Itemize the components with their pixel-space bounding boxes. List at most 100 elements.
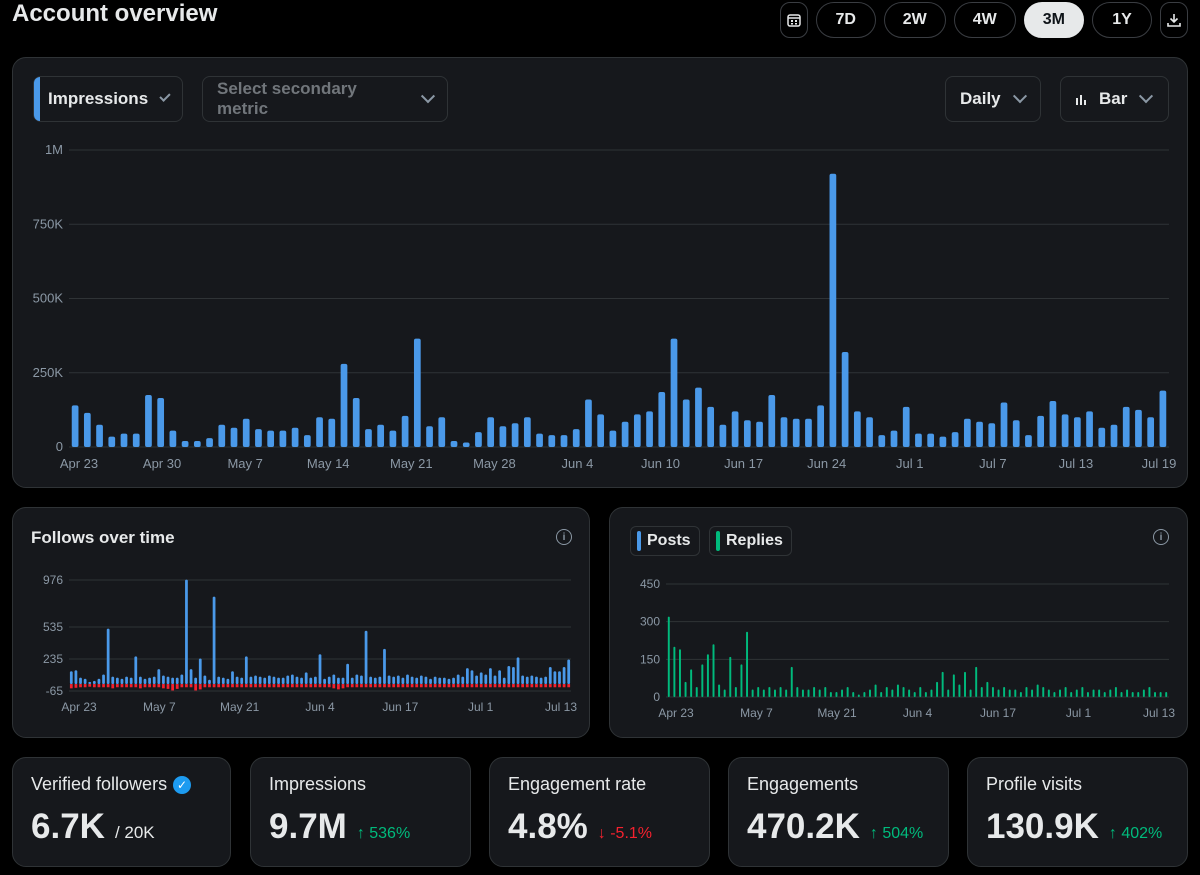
- stat-card-verified-followers[interactable]: Verified followers ✓ 6.7K / 20K: [12, 757, 231, 867]
- range-selector: 7D 2W 4W 3M 1Y: [779, 2, 1188, 38]
- primary-metric-dropdown[interactable]: Impressions: [33, 76, 183, 122]
- negative-bar: [350, 684, 354, 688]
- bar: [780, 417, 788, 447]
- stat-card-impressions[interactable]: Impressions 9.7M ↑ 536%: [250, 757, 471, 867]
- x-tick-label: Jul 1: [896, 456, 923, 471]
- stat-card-engagement-rate[interactable]: Engagement rate 4.8% ↓ -5.1%: [489, 757, 710, 867]
- download-button[interactable]: [1160, 2, 1188, 38]
- y-tick-label: -65: [46, 684, 64, 698]
- y-tick-label: 250K: [33, 365, 64, 380]
- bar: [392, 676, 396, 685]
- stat-label: Verified followers ✓: [31, 774, 212, 795]
- bar: [442, 677, 446, 685]
- bar: [475, 432, 482, 447]
- bar: [290, 674, 294, 685]
- bar: [947, 689, 950, 697]
- secondary-metric-dropdown[interactable]: Select secondary metric: [202, 76, 448, 122]
- follows-chart-panel: Follows over time i -65 235 535 976 Apr 23 Ma…: [12, 507, 590, 738]
- negative-bar: [470, 684, 474, 688]
- negative-bar: [419, 684, 423, 688]
- x-tick-label: Apr 23: [60, 456, 98, 471]
- bar: [1110, 424, 1118, 447]
- bar: [633, 414, 641, 447]
- legend-replies[interactable]: Replies: [709, 526, 792, 556]
- negative-bar: [120, 684, 124, 688]
- bar: [318, 654, 322, 685]
- bar: [323, 678, 326, 685]
- x-tick-label: Apr 23: [61, 700, 97, 714]
- negative-bar: [129, 684, 133, 688]
- y-tick-label: 300: [640, 615, 660, 629]
- calendar-button[interactable]: [779, 2, 808, 38]
- legend-posts[interactable]: Posts: [630, 526, 700, 556]
- bar: [316, 417, 323, 447]
- stat-card-engagements[interactable]: Engagements 470.2K ↑ 504%: [728, 757, 949, 867]
- bar: [988, 423, 996, 447]
- bar: [930, 689, 933, 697]
- bar: [198, 658, 202, 685]
- bar: [1059, 689, 1061, 697]
- range-7d-button[interactable]: 7D: [815, 2, 876, 38]
- bar: [841, 689, 844, 697]
- range-3m-button[interactable]: 3M: [1023, 2, 1084, 38]
- download-icon: [1167, 14, 1181, 27]
- bar: [1114, 686, 1117, 697]
- y-tick-label: 500K: [33, 291, 64, 306]
- bar: [332, 674, 336, 685]
- bar: [1049, 400, 1057, 447]
- bar: [670, 338, 678, 447]
- bar: [328, 418, 336, 447]
- bar: [456, 674, 460, 685]
- negative-bar: [83, 684, 87, 688]
- chart-type-dropdown[interactable]: Bar: [1060, 76, 1169, 122]
- bar: [171, 677, 175, 685]
- range-2w-button[interactable]: 2W: [883, 2, 946, 38]
- negative-bar: [401, 684, 405, 688]
- stat-label: Impressions: [269, 774, 367, 794]
- bar: [939, 436, 947, 447]
- bar: [419, 675, 423, 685]
- bar: [189, 669, 193, 685]
- bar: [242, 418, 250, 447]
- posts-replies-chart: 0 150 300 450 Apr 23 May 7 May 21 Jun 4 Jun 17 Ju…: [640, 577, 1175, 720]
- bar: [902, 686, 905, 697]
- granularity-dropdown[interactable]: Daily: [945, 76, 1041, 122]
- bar: [560, 435, 568, 447]
- bar: [461, 676, 465, 685]
- negative-bar: [263, 684, 267, 688]
- negative-bar: [337, 684, 340, 690]
- chevron-down-icon: [421, 89, 436, 104]
- bar: [355, 674, 359, 685]
- impressions-chart-panel: Impressions Select secondary metric Dail…: [12, 57, 1188, 488]
- negative-bar: [502, 684, 506, 688]
- bar: [963, 418, 971, 447]
- negative-bar: [318, 684, 322, 688]
- negative-bar: [535, 684, 538, 688]
- stat-card-profile-visits[interactable]: Profile visits 130.9K ↑ 402%: [967, 757, 1188, 867]
- calendar-icon: [787, 14, 801, 27]
- y-tick-label: 750K: [33, 216, 64, 231]
- bar: [346, 663, 350, 685]
- chevron-down-icon: [159, 90, 171, 102]
- range-1y-button[interactable]: 1Y: [1092, 2, 1152, 38]
- range-4w-button[interactable]: 4W: [953, 2, 1016, 38]
- bar: [267, 430, 275, 447]
- bar: [1042, 686, 1045, 697]
- bar: [314, 676, 317, 685]
- bar: [952, 674, 955, 697]
- negative-bar: [406, 684, 409, 688]
- legend-replies-label: Replies: [726, 532, 783, 549]
- negative-bar: [115, 684, 119, 688]
- bar: [1103, 691, 1106, 697]
- negative-bar: [106, 684, 110, 688]
- bar: [1159, 691, 1162, 697]
- bar: [553, 671, 557, 685]
- bar: [902, 406, 910, 447]
- chevron-down-icon: [1012, 89, 1027, 104]
- bar: [465, 668, 469, 685]
- x-tick-label: Jun 17: [980, 706, 1016, 720]
- info-icon[interactable]: i: [1153, 529, 1169, 545]
- negative-bar: [567, 684, 571, 688]
- info-icon[interactable]: i: [556, 529, 572, 545]
- bar: [535, 676, 538, 685]
